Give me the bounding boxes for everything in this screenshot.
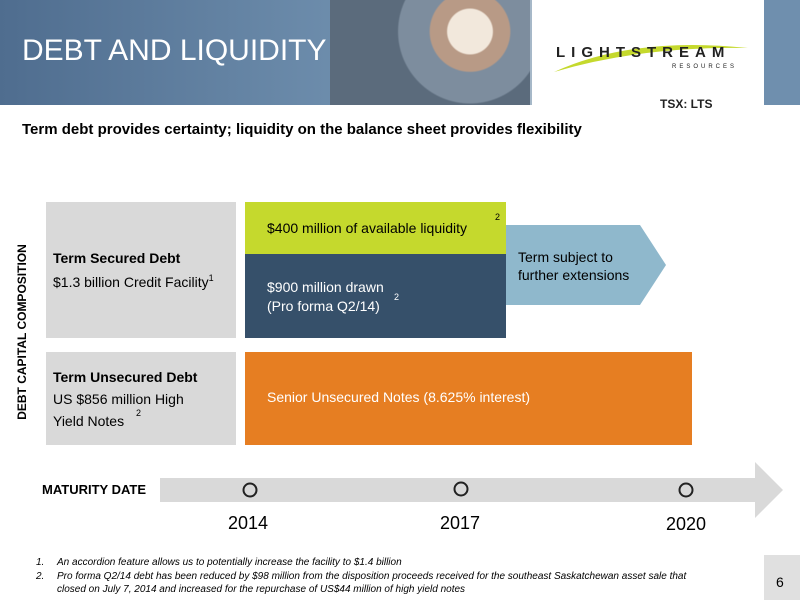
liquidity-block: [245, 202, 506, 254]
row-text-main: $1.3 billion Credit Facility: [53, 274, 209, 290]
footnote-number: 1.: [36, 557, 45, 568]
subtitle: Term debt provides certainty; liquidity …: [22, 121, 582, 138]
page-number: 6: [776, 574, 784, 590]
notes-text: Senior Unsecured Notes (8.625% interest): [267, 389, 531, 405]
row-box: [46, 352, 236, 445]
row-box: [46, 202, 236, 338]
drawn-block: [245, 254, 506, 338]
footnote-ref: 2: [394, 292, 400, 302]
arrow-text: further extensions: [518, 267, 630, 283]
footnote-number: 2.: [36, 571, 45, 582]
extension-arrow: [506, 225, 666, 305]
footnote-text: An accordion feature allows us to potent…: [57, 557, 402, 568]
footnote-text: Pro forma Q2/14 debt has been reduced by…: [57, 571, 687, 582]
logo-subtitle: RESOURCES: [672, 64, 738, 70]
timeline-label: MATURITY DATE: [42, 482, 146, 497]
slide-title: DEBT AND LIQUIDITY: [22, 34, 327, 67]
year-label: 2017: [440, 513, 481, 533]
timeline-arrow: [160, 462, 783, 518]
header-edge: [764, 0, 800, 105]
page-number-box: [764, 555, 800, 600]
footnote-ref: 2: [495, 212, 501, 222]
footnote-text: closed on July 7, 2014 and increased for…: [57, 584, 466, 595]
footnote-ref: 1: [208, 273, 214, 283]
row-text: Yield Notes: [53, 413, 125, 429]
row-title: Term Unsecured Debt: [53, 369, 198, 385]
header-photo: [330, 0, 530, 105]
year-label: 2014: [228, 513, 269, 533]
year-label: 2020: [666, 514, 707, 534]
drawn-text: (Pro forma Q2/14): [267, 298, 380, 314]
notes-block: [245, 352, 692, 445]
logo-name: LIGHTSTREAM: [556, 44, 731, 61]
axis-label: DEBT CAPITAL COMPOSITION: [15, 244, 29, 420]
row-text: US $856 million High: [53, 391, 184, 407]
row-text: $1.3 billion Credit Facility1: [53, 273, 214, 290]
row-title: Term Secured Debt: [53, 250, 181, 266]
ticker: TSX: LTS: [660, 97, 713, 111]
liquidity-text: $400 million of available liquidity: [267, 220, 468, 236]
arrow-text: Term subject to: [518, 249, 613, 265]
drawn-text: $900 million drawn: [267, 279, 384, 295]
footnote-ref: 2: [136, 408, 142, 418]
logo-swoosh: [554, 45, 748, 72]
